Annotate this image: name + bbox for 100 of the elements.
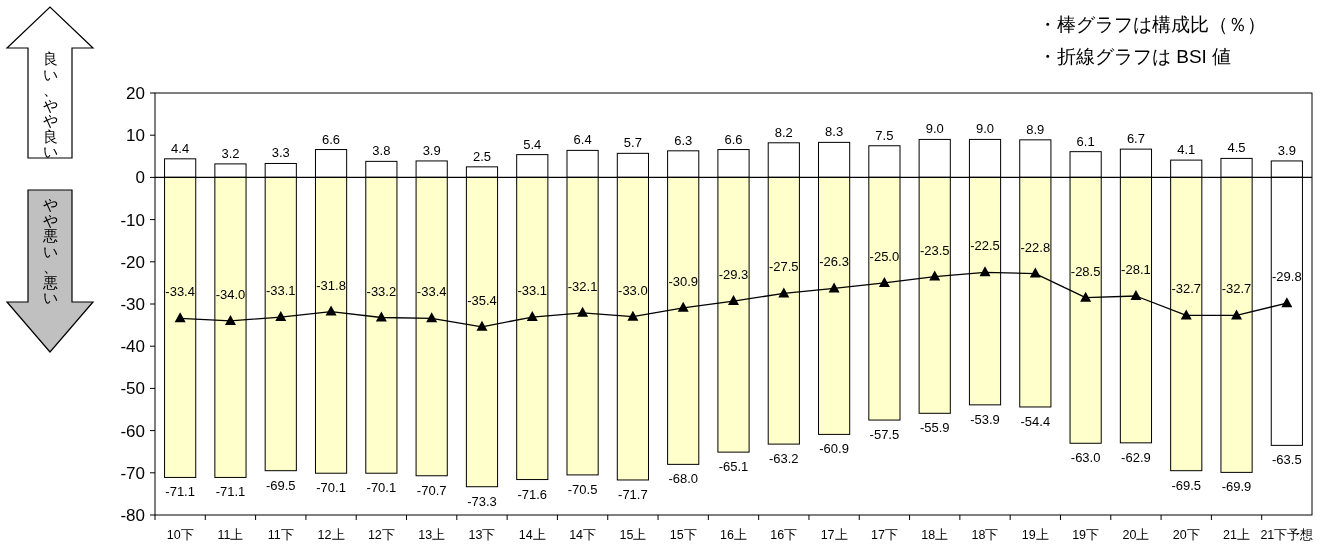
y-tick-label: 0 <box>135 168 145 188</box>
x-tick-label: 15下 <box>669 528 697 542</box>
data-label: 3.3 <box>271 145 290 161</box>
data-label: -62.9 <box>1121 449 1151 465</box>
data-label: -63.0 <box>1070 450 1101 466</box>
data-label: 8.2 <box>774 124 793 140</box>
data-label: 4.4 <box>171 140 190 156</box>
point <box>929 270 941 281</box>
x-tick-label: 14下 <box>569 528 597 542</box>
x-tick-label: 19上 <box>1021 528 1049 542</box>
x-tick-label: 13上 <box>418 528 446 542</box>
data-label: -22.5 <box>970 238 1000 254</box>
data-label: 6.1 <box>1076 133 1095 149</box>
data-label: 2.5 <box>472 148 492 164</box>
data-label: 6.3 <box>674 132 693 148</box>
y-tick-label: -30 <box>120 295 145 314</box>
data-label: -63.2 <box>768 451 799 467</box>
data-label: -70.1 <box>366 480 397 496</box>
data-label: -28.1 <box>1121 261 1151 277</box>
point <box>828 282 840 293</box>
x-tick-label: 17下 <box>870 528 898 542</box>
data-label: -33.1 <box>517 283 548 299</box>
x-tick-label: 13下 <box>468 528 496 542</box>
data-label: 3.8 <box>372 143 391 159</box>
data-label: 8.9 <box>1026 121 1045 137</box>
point <box>627 310 639 321</box>
x-tick-label: 18下 <box>971 528 999 542</box>
y-tick-label: -50 <box>120 379 145 399</box>
data-label: -25.0 <box>869 248 900 264</box>
y-tick-label: -70 <box>120 463 145 483</box>
x-tick-label: 11上 <box>217 528 244 542</box>
data-label: -33.4 <box>165 284 195 300</box>
data-label: -31.8 <box>316 277 346 293</box>
x-tick-label: 15上 <box>619 528 647 542</box>
data-label: -23.5 <box>919 242 950 258</box>
data-label: -33.1 <box>265 283 296 299</box>
data-label: -34.0 <box>215 286 246 302</box>
point <box>224 314 236 325</box>
data-label: 4.5 <box>1227 140 1246 156</box>
data-label: -70.5 <box>567 481 598 497</box>
data-label: -71.6 <box>517 486 548 502</box>
y-tick-label: -10 <box>120 210 145 230</box>
data-label: -65.1 <box>718 459 749 475</box>
data-label: 3.2 <box>221 145 240 161</box>
x-tick-label: 20上 <box>1122 528 1150 542</box>
data-label: -73.3 <box>467 493 497 509</box>
x-tick-label: 21下予想 <box>1260 528 1314 542</box>
point <box>375 311 387 322</box>
data-label: -33.2 <box>366 283 397 299</box>
data-label: -29.3 <box>718 267 749 283</box>
data-label: 9.0 <box>925 121 944 137</box>
data-label: 5.7 <box>623 135 642 151</box>
data-label: -53.9 <box>970 411 1000 427</box>
data-label: -33.0 <box>618 282 648 298</box>
x-tick-label: 11下 <box>267 528 294 542</box>
data-label: -27.5 <box>768 259 799 275</box>
data-label: 3.9 <box>1277 142 1296 158</box>
data-label: -22.8 <box>1020 239 1051 255</box>
point <box>1180 309 1192 320</box>
point <box>1029 267 1041 278</box>
point <box>1130 289 1142 300</box>
data-label: -29.8 <box>1272 269 1302 285</box>
data-label: -71.1 <box>215 484 246 500</box>
point <box>1080 291 1092 302</box>
data-label: 7.5 <box>875 127 894 143</box>
data-label: -54.4 <box>1020 413 1051 429</box>
data-label: 9.0 <box>975 121 995 137</box>
point <box>979 266 991 277</box>
text: やや悪い、悪い <box>41 196 58 306</box>
data-label: 5.4 <box>523 136 542 152</box>
data-label: 3.9 <box>422 142 441 158</box>
point <box>778 287 790 298</box>
text: ・棒グラフは構成比（％） <box>1038 14 1266 35</box>
x-tick-label: 10下 <box>166 528 194 542</box>
point <box>1281 297 1293 308</box>
point <box>325 305 337 316</box>
x-tick-label: 20下 <box>1172 528 1200 542</box>
data-label: 4.1 <box>1177 142 1196 158</box>
data-label: 6.7 <box>1126 131 1145 147</box>
point <box>526 311 538 322</box>
data-label: 8.3 <box>825 124 844 140</box>
point <box>577 306 589 317</box>
data-label: 6.6 <box>724 131 743 147</box>
x-tick-label: 19下 <box>1072 528 1100 542</box>
data-label: -32.7 <box>1171 281 1202 297</box>
y-tick-label: -80 <box>120 506 145 525</box>
point <box>728 295 739 306</box>
x-tick-label: 12上 <box>317 528 345 542</box>
y-tick-label: -20 <box>120 252 145 272</box>
data-label: -70.7 <box>416 482 447 498</box>
point <box>426 312 438 323</box>
point <box>174 312 186 323</box>
data-label: -69.9 <box>1221 479 1252 495</box>
y-tick-label: 10 <box>126 126 145 146</box>
y-tick-label: 20 <box>126 84 145 103</box>
data-label: -69.5 <box>265 477 296 493</box>
point <box>677 301 689 312</box>
x-tick-label: 21上 <box>1223 528 1250 542</box>
x-tick-label: 14上 <box>518 528 546 542</box>
data-label: -70.1 <box>316 480 346 496</box>
